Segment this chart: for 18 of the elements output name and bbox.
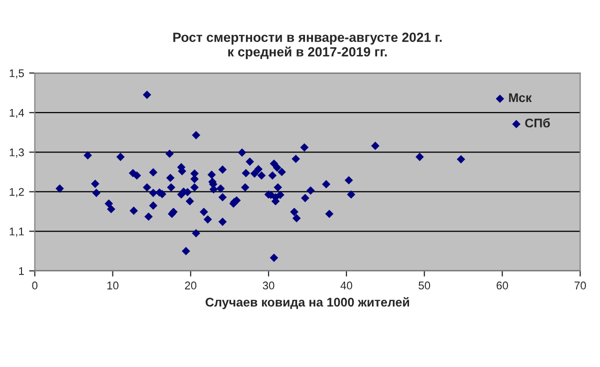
annotation: СПб (525, 118, 550, 128)
y-tick-label: 1,1 (10, 228, 24, 237)
y-tick-label: 1,2 (10, 188, 24, 198)
y-tick-label: 1,4 (10, 108, 24, 118)
x-tick-label: 0 (32, 282, 38, 290)
x-tick-label: 50 (418, 282, 430, 290)
chart-title: Рост смертности в январе-августе 2021 г. к средней в 2017-2019 гг. (173, 32, 442, 60)
y-tick-label: 1,3 (10, 148, 24, 158)
x-tick-label: 20 (185, 282, 196, 290)
y-tick-label: 1,5 (10, 69, 24, 78)
x-axis-title: Случаев ковида на 1000 жителей (206, 297, 410, 310)
y-tick-label: 1 (19, 267, 24, 275)
annotation: Мск (509, 93, 532, 102)
x-tick-label: 60 (496, 282, 508, 290)
x-tick-label: 10 (107, 282, 118, 290)
x-tick-label: 30 (262, 282, 274, 290)
x-tick-label: 40 (340, 282, 352, 290)
x-tick-label: 70 (574, 282, 586, 290)
